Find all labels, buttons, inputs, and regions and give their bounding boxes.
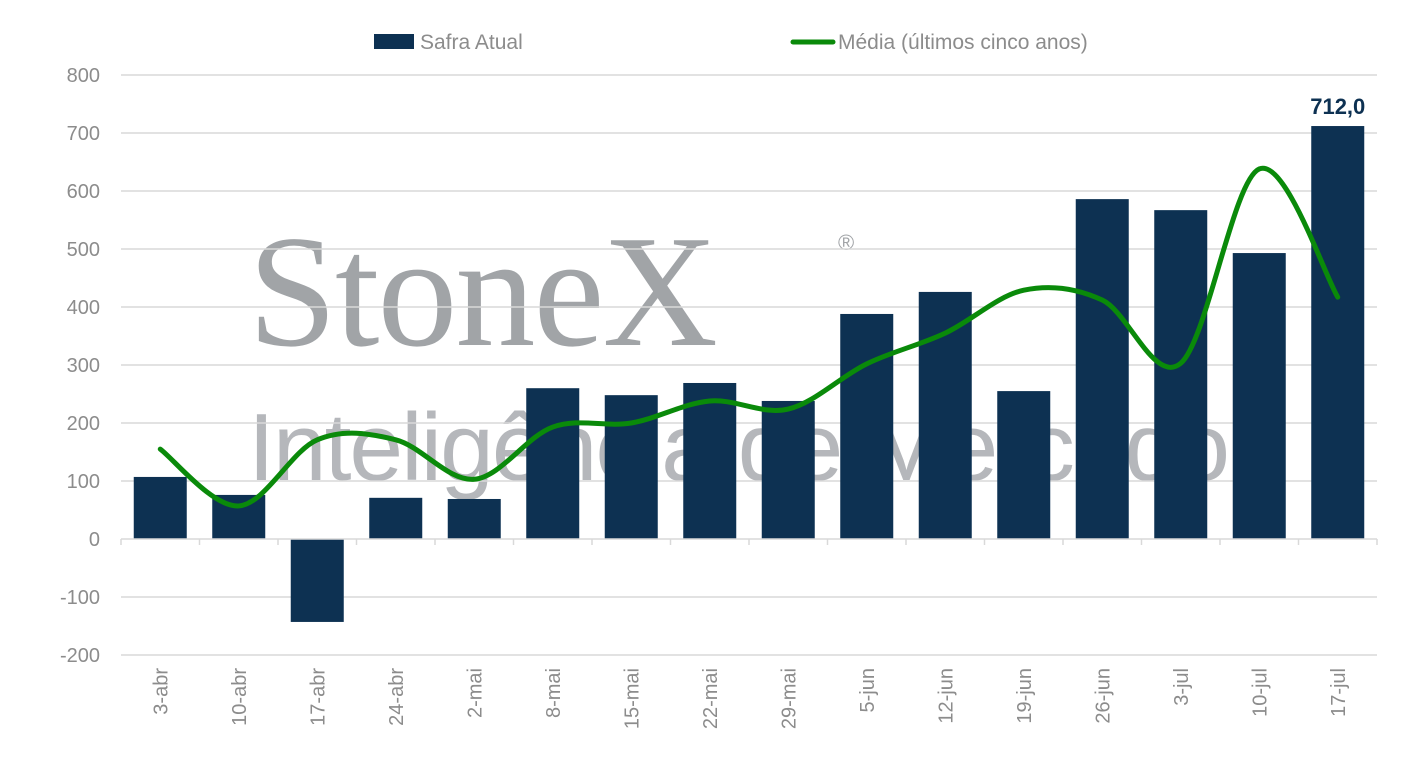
legend-swatch-bar <box>374 34 414 49</box>
legend-label-bar: Safra Atual <box>420 31 523 54</box>
y-tick-label: 200 <box>67 413 100 435</box>
y-tick-label: 300 <box>67 355 100 377</box>
bar-17-abr <box>291 539 344 622</box>
x-tick-label: 12-jun <box>935 668 957 724</box>
bar-26-jun <box>1076 199 1129 539</box>
y-tick-label: -200 <box>60 645 100 667</box>
svg-text:®: ® <box>838 230 854 255</box>
y-tick-label: 800 <box>67 65 100 87</box>
bar-19-jun <box>997 391 1050 539</box>
y-tick-label: 700 <box>67 123 100 145</box>
y-tick-label: 400 <box>67 297 100 319</box>
x-tick-label: 8-mai <box>543 668 565 718</box>
bar-29-mai <box>762 401 815 539</box>
x-tick-label: 17-jul <box>1328 668 1350 717</box>
bar-17-jul <box>1311 126 1364 539</box>
bar-8-mai <box>526 388 579 539</box>
x-tick-label: 3-abr <box>150 668 172 715</box>
x-tick-label: 19-jun <box>1014 668 1036 724</box>
bar-3-abr <box>134 477 187 539</box>
x-tick-label: 22-mai <box>700 668 722 729</box>
bar-24-abr <box>369 498 422 539</box>
y-tick-label: 600 <box>67 181 100 203</box>
y-tick-label: -100 <box>60 587 100 609</box>
bar-5-jun <box>840 314 893 539</box>
x-tick-label: 5-jun <box>857 668 879 712</box>
data-label: 712,0 <box>1310 94 1365 119</box>
x-tick-label: 17-abr <box>307 668 329 726</box>
y-tick-label: 100 <box>67 471 100 493</box>
x-tick-label: 2-mai <box>464 668 486 718</box>
x-tick-label: 15-mai <box>621 668 643 729</box>
svg-text:StoneX: StoneX <box>248 202 716 380</box>
legend-label-line: Média (últimos cinco anos) <box>838 31 1088 54</box>
bar-2-mai <box>448 499 501 539</box>
x-tick-label: 10-abr <box>229 668 251 726</box>
y-tick-label: 0 <box>89 529 100 551</box>
x-tick-label: 3-jul <box>1171 668 1193 706</box>
bar-3-jul <box>1154 210 1207 539</box>
bar-10-jul <box>1233 253 1286 539</box>
y-tick-label: 500 <box>67 239 100 261</box>
x-tick-label: 24-abr <box>386 668 408 726</box>
x-tick-label: 29-mai <box>778 668 800 729</box>
bar-12-jun <box>919 292 972 539</box>
x-tick-label: 10-jul <box>1249 668 1271 717</box>
x-tick-label: 26-jun <box>1092 668 1114 724</box>
